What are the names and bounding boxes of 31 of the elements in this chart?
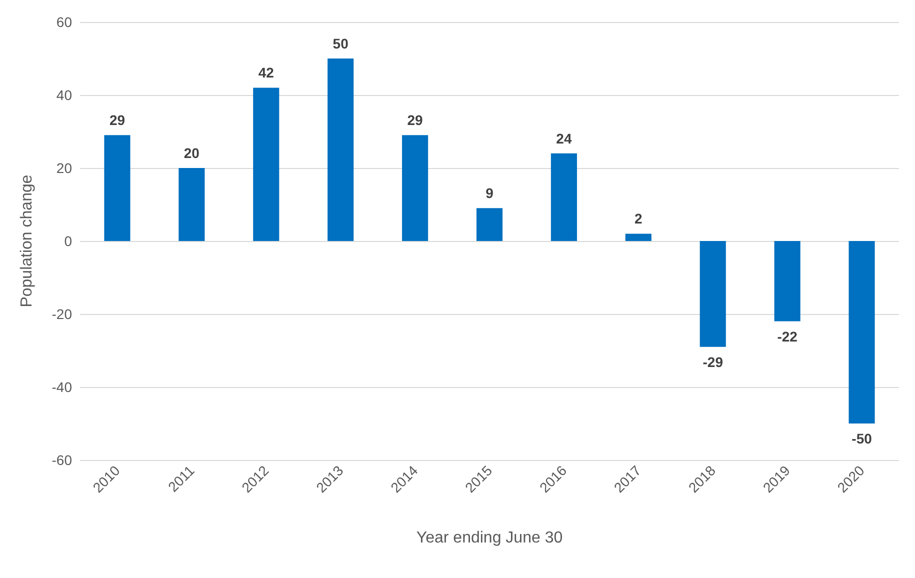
- data-label: 29: [109, 112, 126, 128]
- bar: [625, 234, 652, 241]
- y-tick-label: 0: [64, 233, 72, 249]
- y-tick-label: 20: [56, 160, 72, 176]
- y-tick-label: -20: [52, 306, 72, 322]
- data-label: 24: [556, 130, 572, 146]
- bar: [328, 58, 354, 241]
- data-label: 20: [184, 145, 200, 161]
- bar: [848, 241, 875, 424]
- y-tick-label: -40: [52, 379, 72, 395]
- data-label: 50: [332, 36, 349, 52]
- data-label: 2: [634, 210, 643, 227]
- data-label: -50: [852, 430, 872, 446]
- y-tick-label: 60: [56, 14, 72, 30]
- bar: [104, 135, 130, 241]
- bar: [476, 208, 503, 241]
- data-label: 9: [486, 185, 494, 202]
- data-label: -29: [702, 354, 724, 370]
- x-axis-title: Year ending June 30: [416, 530, 563, 546]
- y-tick-label: -60: [52, 452, 72, 468]
- y-axis-title: Population change: [18, 174, 36, 308]
- data-label: 42: [258, 64, 274, 81]
- bar: [178, 168, 205, 241]
- bar: [700, 241, 726, 347]
- bar: [253, 88, 280, 241]
- bar: [550, 153, 577, 241]
- y-tick-label: 40: [56, 87, 72, 103]
- data-label: -22: [777, 328, 798, 344]
- bar: [402, 135, 428, 241]
- data-label: 29: [407, 112, 424, 128]
- bar: [774, 241, 800, 322]
